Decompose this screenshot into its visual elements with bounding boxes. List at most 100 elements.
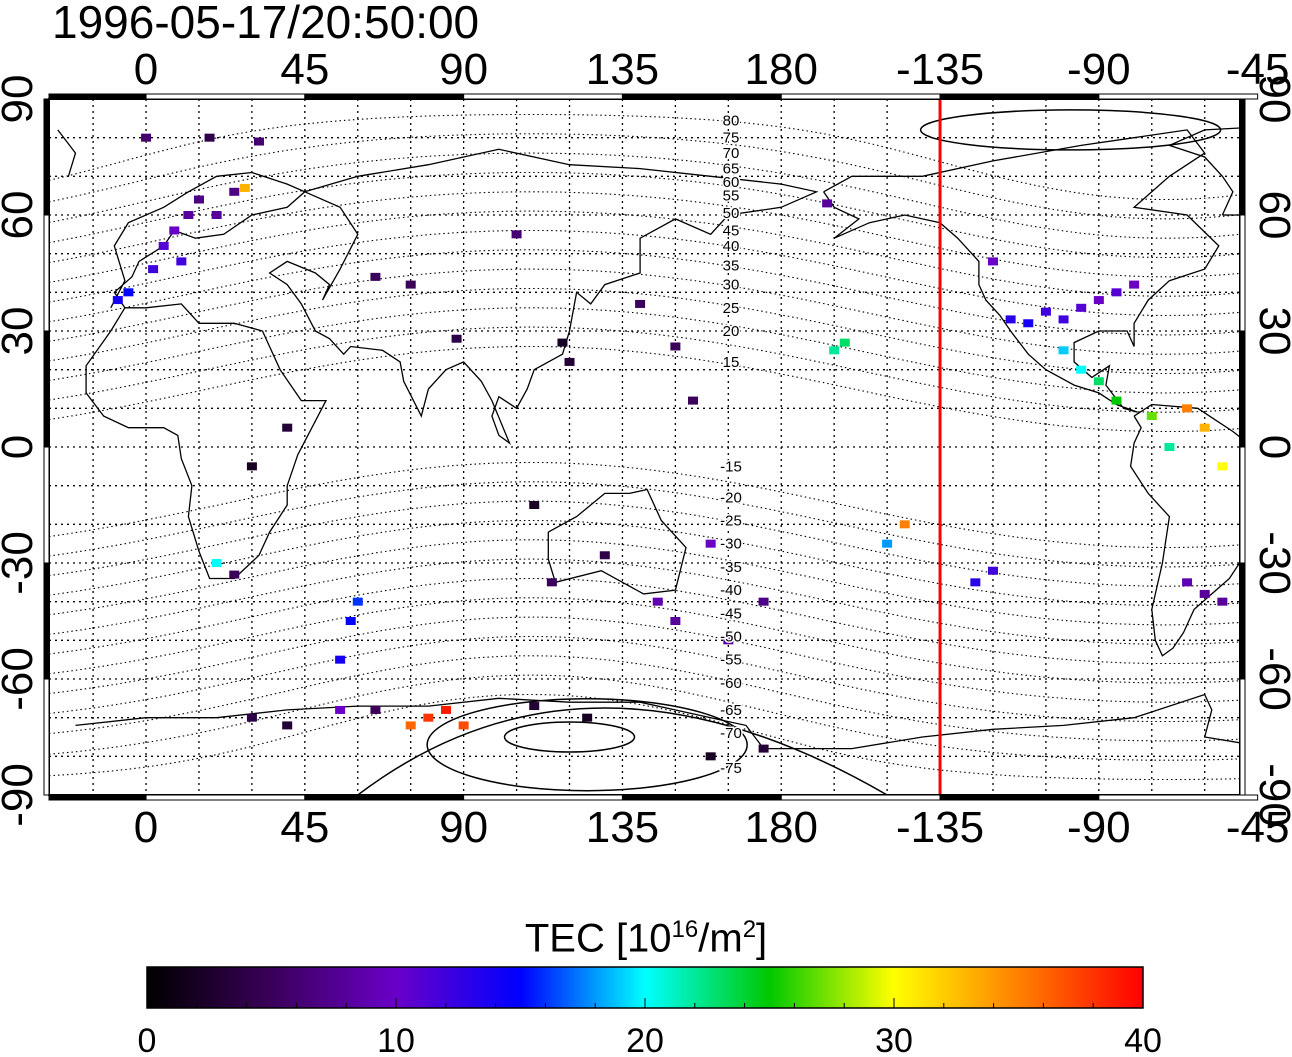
tec-observation-pixel — [705, 539, 716, 548]
magnetic-pole-oval-north — [919, 109, 1222, 151]
tec-observation-pixel — [335, 655, 346, 664]
tec-observation-pixel — [352, 597, 363, 606]
magnetic-latitude-label: -55 — [720, 652, 742, 669]
y-tick-label-left: -90 — [0, 763, 42, 827]
frame-bar-right — [1239, 330, 1246, 448]
tec-observation-pixel — [723, 636, 734, 645]
tec-observation-pixel — [529, 702, 540, 711]
tec-observation-pixel — [1058, 315, 1069, 324]
colorbar-tick-label: 10 — [377, 1022, 415, 1057]
tec-observation-pixel — [1005, 315, 1016, 324]
x-tick-label-bottom: -135 — [896, 803, 984, 852]
coastline-australia — [547, 488, 687, 595]
tec-observation-pixel — [423, 713, 434, 722]
tec-observation-pixel — [441, 705, 451, 714]
magnetic-latitude-label: 20 — [723, 323, 740, 340]
tec-observation-pixel — [599, 551, 610, 560]
magnetic-latitude-label: -45 — [720, 605, 742, 622]
tec-observation-pixel — [246, 462, 257, 471]
magnetic-pole-oval-south-inner — [503, 721, 636, 753]
frame-bar-top — [304, 93, 465, 100]
magnetic-latitude-contour — [49, 171, 1240, 259]
tec-observation-pixel — [451, 334, 462, 343]
tec-observation-pixel — [758, 744, 769, 753]
tec-observation-pixel — [405, 280, 416, 289]
magnetic-latitude-label: 55 — [723, 188, 740, 205]
tec-observation-pixel — [688, 396, 699, 405]
tec-observation-pixel — [1058, 346, 1069, 355]
x-tick-label-top: 180 — [745, 45, 818, 94]
tec-observation-pixel — [670, 617, 681, 625]
frame-tick-bars — [43, 93, 1259, 801]
tec-observation-pixel — [158, 241, 169, 250]
tec-observation-pixel — [458, 721, 469, 730]
tec-observation-pixel — [204, 133, 215, 142]
tec-observation-pixel — [1076, 365, 1087, 374]
tec-observation-pixel — [1093, 377, 1104, 386]
colorbar-tick-label: 20 — [626, 1022, 664, 1057]
tec-observation-pixel — [1199, 423, 1210, 432]
magnetic-latitude-label: 25 — [723, 300, 740, 317]
y-tick-label-right: 30 — [1250, 307, 1292, 356]
frame-bar-bottom — [939, 794, 1100, 801]
tec-observation-pixel — [1217, 597, 1228, 606]
tec-observation-pixel — [1146, 412, 1157, 421]
magnetic-latitude-label: 40 — [723, 238, 740, 255]
y-tick-label-left: 0 — [0, 435, 42, 459]
x-tick-label-bottom: -90 — [1067, 803, 1131, 852]
frame-bar-top — [780, 93, 941, 100]
x-tick-label-bottom: 135 — [586, 803, 659, 852]
tec-observations — [112, 133, 1280, 761]
x-tick-label-top: 90 — [439, 45, 488, 94]
frame-bar-bottom — [780, 794, 941, 801]
tec-observation-pixel — [670, 342, 681, 351]
magnetic-latitude-label: 80 — [723, 112, 740, 129]
tec-observation-pixel — [176, 257, 187, 266]
magnetic-latitude-contour — [49, 249, 1240, 336]
tec-observation-pixel — [193, 195, 204, 204]
magnetic-latitude-contour — [49, 133, 1240, 220]
tec-observation-pixel — [839, 338, 850, 347]
frame-bar-left — [43, 214, 50, 332]
frame-bar-left — [43, 562, 50, 680]
tec-observation-pixel — [635, 299, 646, 308]
tec-observation-pixel — [1111, 396, 1122, 405]
frame-bar-right — [1239, 214, 1246, 332]
magnetic-latitude-label: -40 — [720, 582, 742, 599]
x-tick-label-top: 135 — [586, 45, 659, 94]
magnetic-pole-oval-south-outer — [426, 697, 748, 792]
magnetic-latitude-contour — [49, 674, 1240, 761]
tec-observation-pixel — [211, 211, 222, 219]
tec-observation-pixel — [1023, 319, 1034, 328]
coastline-south-america — [1129, 403, 1240, 657]
tec-observation-pixel — [1182, 404, 1193, 413]
magnetic-latitude-contour — [49, 693, 1240, 781]
tec-observation-pixel — [1111, 288, 1122, 297]
coastline-antarctica — [75, 693, 1240, 750]
colorbar-tick-label: 40 — [1124, 1022, 1162, 1057]
tec-observation-pixel — [564, 357, 575, 366]
tec-observation-pixel — [370, 272, 381, 281]
colorbar-title-exponent: 16 — [671, 916, 699, 943]
magnetic-latitude-label: -70 — [720, 725, 742, 742]
frame-bar-bottom — [463, 794, 623, 801]
magnetic-latitude-label: -60 — [720, 675, 742, 692]
tec-observation-pixel — [169, 226, 180, 235]
colorbar-title-close: ] — [756, 916, 768, 961]
tec-observation-pixel — [211, 559, 222, 567]
magnetic-latitude-label: -75 — [720, 760, 742, 777]
frame-bar-bottom — [145, 794, 306, 801]
x-tick-label-top: 45 — [280, 45, 329, 94]
frame-bar-top — [145, 93, 306, 100]
tec-observation-pixel — [148, 265, 159, 274]
x-tick-label-top: -135 — [896, 45, 984, 94]
coastlines — [57, 127, 1240, 750]
y-tick-label-right: -30 — [1250, 531, 1292, 595]
tec-observation-pixel — [1270, 482, 1280, 490]
colorbar-title-text: TEC [10 — [524, 916, 672, 961]
magnetic-latitude-label: 15 — [723, 354, 740, 371]
magnetic-latitude-label: 30 — [723, 277, 740, 294]
magnetic-latitude-contour — [49, 191, 1240, 278]
frame-bar-top — [621, 93, 782, 100]
